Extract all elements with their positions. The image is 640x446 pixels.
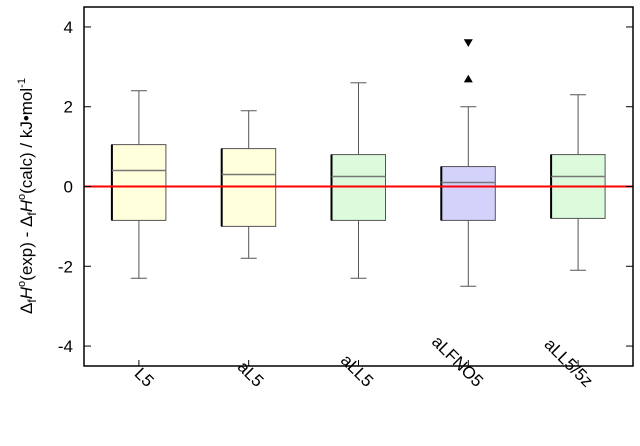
x-tick-label: aLL5 (337, 351, 377, 391)
outlier-triangle-up (463, 74, 473, 83)
box-group-al5 (220, 110, 277, 259)
x-tick-label: aL5 (234, 357, 267, 390)
box-group-all5-5z (550, 94, 606, 271)
x-tick-label: L5 (131, 364, 158, 391)
y-tick-label: 2 (64, 98, 73, 117)
box-group-l5 (110, 90, 167, 279)
box (111, 144, 167, 221)
y-tick-label: 0 (64, 178, 73, 197)
box (440, 166, 496, 221)
outlier-triangle-down (463, 39, 473, 47)
y-tick-label: -4 (58, 337, 73, 356)
y-axis-ticks: -4 -2 0 2 4 (58, 18, 633, 356)
y-tick-label: 4 (64, 18, 73, 37)
boxes-layer (110, 39, 606, 287)
x-tick-label: aLFNO5 (428, 332, 487, 391)
x-axis-ticks: L5 aL5 aLL5 aLFNO5 aLL5/5z (131, 332, 597, 391)
y-tick-label: -2 (58, 257, 73, 276)
box-group-all5 (330, 82, 386, 279)
x-tick-label: aLL5/5z (540, 335, 596, 391)
box-group-alfno5 (440, 39, 496, 287)
y-axis-label: ΔfHo(exp) - ΔfHo(calc) / kJ•mol-1 (16, 78, 39, 314)
